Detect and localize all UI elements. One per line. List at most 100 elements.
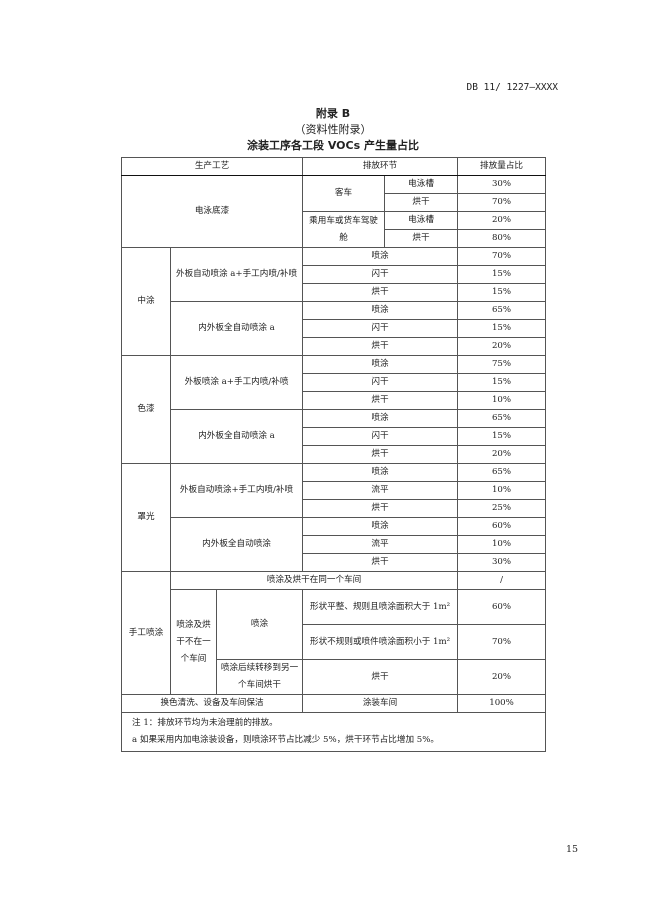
table-row: 流平 10%	[122, 535, 547, 554]
step-cell: 烘干	[302, 337, 459, 356]
value-cell: 25%	[457, 499, 547, 518]
process-cell: 电泳底漆	[120, 175, 304, 248]
step-cell: 喷涂及烘干在同一个车间	[169, 571, 459, 590]
process-cell: 手工喷涂	[121, 571, 171, 695]
step-cell: 烘干	[384, 229, 459, 248]
step-cell: 烘干	[302, 553, 459, 572]
subprocess-cell: 内外板全自动喷涂 a	[169, 301, 304, 356]
notes-row: 注 1：排放环节均为未治理前的排放。 a 如果采用内加电涂装设备，则喷涂环节占比…	[120, 712, 547, 752]
table-header-row: 生产工艺 排放环节 排放量占比	[120, 157, 547, 176]
step-cell: 烘干	[302, 391, 459, 410]
subprocess-cell: 喷涂后续转移到另一个车间烘干	[215, 659, 304, 695]
table-row: 形状不规则或喷件喷涂面积小于 1m² 70%	[122, 624, 547, 660]
voc-ratio-table: 生产工艺 排放环节 排放量占比 电泳底漆 客车 电泳槽 30% 烘干 70% 乘…	[120, 157, 547, 752]
page-number: 15	[566, 844, 579, 855]
table-row: 喷涂及烘干不在一个车间 喷涂 形状平整、规则且喷涂面积大于 1m² 60%	[122, 589, 547, 695]
value-cell: 20%	[457, 211, 547, 230]
appendix-title: 附录 B	[315, 107, 351, 120]
value-cell: 10%	[457, 481, 547, 500]
vehicle-cell: 乘用车或货车驾驶舱	[302, 211, 386, 248]
value-cell: 20%	[457, 445, 547, 464]
table-row: 闪干 15%	[122, 373, 547, 392]
step-cell: 电泳槽	[384, 211, 459, 230]
note-1: 注 1：排放环节均为未治理前的排放。	[132, 718, 278, 728]
value-cell: 70%	[457, 193, 547, 212]
subprocess-cell: 内外板全自动喷涂	[169, 517, 304, 572]
subprocess-cell: 外板自动喷涂 a+手工内喷/补喷	[169, 247, 304, 302]
table-row: 烘干 10%	[122, 391, 547, 410]
header-process: 生产工艺	[120, 157, 304, 176]
step-cell: 流平	[302, 535, 459, 554]
step-cell: 喷涂	[302, 409, 459, 428]
table-row: 内外板全自动喷涂 喷涂 60%	[122, 517, 547, 572]
step-cell: 喷涂	[302, 301, 459, 320]
table-row: 闪干 15%	[122, 265, 547, 284]
step-cell: 烘干	[302, 659, 459, 695]
process-cell: 换色清洗、设备及车间保洁	[120, 694, 304, 713]
process-cell: 罩光	[121, 463, 171, 572]
step-cell: 喷涂	[302, 247, 459, 266]
value-cell: /	[457, 571, 547, 590]
value-cell: 65%	[457, 409, 547, 428]
value-cell: 30%	[457, 553, 547, 572]
step-cell: 闪干	[302, 265, 459, 284]
table-row: 换色清洗、设备及车间保洁 涂装车间 100%	[120, 694, 547, 713]
step-cell: 喷涂	[302, 355, 459, 374]
header-ratio: 排放量占比	[457, 157, 547, 176]
step-cell: 闪干	[302, 427, 459, 446]
process-cell: 色漆	[121, 355, 171, 464]
table-row: 闪干 15%	[122, 427, 547, 446]
condition-cell: 形状不规则或喷件喷涂面积小于 1m²	[302, 624, 459, 660]
subprocess-cell: 内外板全自动喷涂 a	[169, 409, 304, 464]
step-cell: 闪干	[302, 319, 459, 338]
step-cell: 电泳槽	[384, 175, 459, 194]
table-row: 罩光 外板自动喷涂+手工内喷/补喷 喷涂 65%	[121, 463, 547, 572]
value-cell: 65%	[457, 463, 547, 482]
step-cell: 烘干	[302, 283, 459, 302]
value-cell: 60%	[457, 589, 547, 625]
table-row: 烘干 70%	[122, 193, 547, 212]
appendix-type: （资料性附录）	[294, 123, 372, 136]
value-cell: 15%	[457, 319, 547, 338]
table-row: 内外板全自动喷涂 a 喷涂 65%	[122, 409, 547, 464]
vehicle-cell: 客车	[302, 175, 386, 212]
table-row: 喷涂后续转移到另一个车间烘干 烘干 20%	[122, 659, 547, 695]
step-cell: 喷涂	[302, 517, 459, 536]
step-cell: 烘干	[302, 445, 459, 464]
value-cell: 15%	[457, 265, 547, 284]
process-cell: 中涂	[121, 247, 171, 356]
value-cell: 20%	[457, 659, 547, 695]
value-cell: 70%	[457, 624, 547, 660]
table-row: 烘干 25%	[122, 499, 547, 518]
condition-cell: 形状平整、规则且喷涂面积大于 1m²	[302, 589, 459, 625]
value-cell: 15%	[457, 373, 547, 392]
subprocess-cell: 喷涂	[215, 589, 304, 660]
note-a: a 如果采用内加电涂装设备，则喷涂环节占比减少 5%，烘干环节占比增加 5%。	[132, 735, 439, 745]
notes-cell: 注 1：排放环节均为未治理前的排放。 a 如果采用内加电涂装设备，则喷涂环节占比…	[120, 712, 547, 752]
value-cell: 100%	[457, 694, 547, 713]
step-cell: 流平	[302, 481, 459, 500]
value-cell: 10%	[457, 391, 547, 410]
table-title: 涂装工序各工段 VOCs 产生量占比	[247, 139, 419, 152]
step-cell: 烘干	[384, 193, 459, 212]
table-row: 内外板全自动喷涂 a 喷涂 65%	[122, 301, 547, 356]
value-cell: 70%	[457, 247, 547, 266]
step-cell: 喷涂	[302, 463, 459, 482]
table-row: 色漆 外板喷涂 a+手工内喷/补喷 喷涂 75%	[121, 355, 547, 464]
subprocess-cell: 外板自动喷涂+手工内喷/补喷	[169, 463, 304, 518]
value-cell: 15%	[457, 427, 547, 446]
table-row: 电泳底漆 客车 电泳槽 30%	[120, 175, 547, 248]
step-cell: 闪干	[302, 373, 459, 392]
value-cell: 10%	[457, 535, 547, 554]
table-row: 手工喷涂 喷涂及烘干在同一个车间 /	[121, 571, 547, 695]
value-cell: 20%	[457, 337, 547, 356]
value-cell: 60%	[457, 517, 547, 536]
step-cell: 涂装车间	[302, 694, 459, 713]
subprocess-cell: 喷涂及烘干不在一个车间	[170, 589, 217, 695]
step-cell: 烘干	[302, 499, 459, 518]
value-cell: 65%	[457, 301, 547, 320]
value-cell: 80%	[457, 229, 547, 248]
header-step: 排放环节	[302, 157, 459, 176]
value-cell: 30%	[457, 175, 547, 194]
table-row: 中涂 外板自动喷涂 a+手工内喷/补喷 喷涂 70%	[121, 247, 547, 356]
